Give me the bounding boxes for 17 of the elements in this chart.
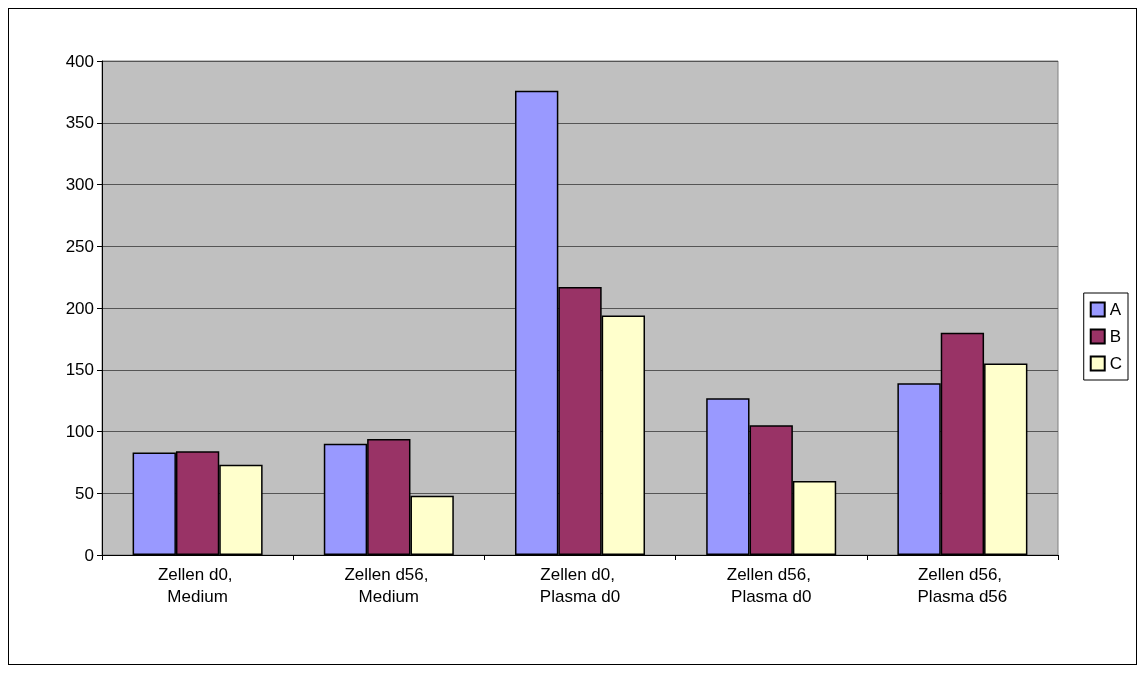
y-tick-label: 0 [84,545,94,565]
y-tick-label: 200 [65,298,94,318]
y-tick-label: 50 [75,483,94,503]
y-tick-label: 250 [65,236,94,256]
x-tick-label: Zellen d56, Plasma d56 [917,564,1008,606]
x-tick-label: Zellen d56, Medium [344,564,434,606]
y-tick-label: 150 [65,360,94,380]
y-tick-label: 300 [65,175,94,194]
x-tick-label: Zellen d0, Plasma d0 [539,564,621,606]
legend-label: A [1109,300,1122,319]
y-tick-label: 400 [65,51,94,71]
legend-label: C [1109,354,1122,373]
x-tick-label: Zellen d56, Plasma d0 [726,564,816,606]
y-tick-label: 100 [65,422,94,441]
x-tick-label: Zellen d0, Medium [157,564,238,606]
legend-label: B [1109,327,1122,346]
y-tick-label: 350 [65,113,94,133]
